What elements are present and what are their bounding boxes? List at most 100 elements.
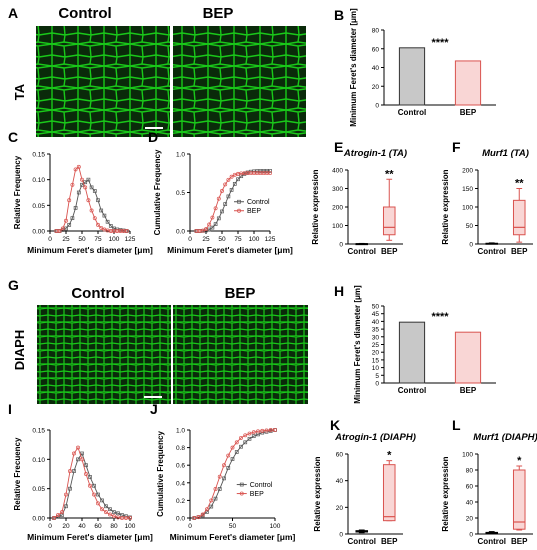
data-point [200,512,205,517]
y-tick-label: 0 [469,532,473,539]
x-tick-label: 25 [202,236,210,243]
data-point [64,218,68,223]
data-point [76,164,81,169]
data-point [223,202,228,206]
y-axis-label: Relative expression [441,169,450,244]
x-tick-label: Control [478,537,506,546]
y-tick-label: 0.8 [176,445,185,452]
y-tick-label: 100 [332,223,343,230]
panel-A: A Control BEP TA [8,5,306,137]
data-point [226,465,231,470]
chart-K: K 0 20 40 60 Relative expression Atrogin-1 (DI… [313,417,416,546]
column-header-bep: BEP [225,285,256,302]
y-tick-label: 50 [466,223,474,230]
y-tick-label: 35 [372,327,380,334]
data-point [192,516,197,520]
data-point [86,177,91,182]
y-tick-label: 0.4 [176,480,185,487]
data-point [232,182,237,186]
y-tick-label: 80 [466,468,474,475]
x-axis-label: Minimum Feret's diameter [μm] [167,245,293,255]
y-tick-label: 40 [336,478,344,485]
y-tick-label: 20 [336,505,344,512]
data-point [226,194,231,199]
data-point [260,428,265,433]
data-point [52,516,56,520]
data-point [196,515,201,520]
x-tick-label: 100 [249,236,260,243]
data-point [229,188,234,192]
data-point [120,516,124,520]
chart-F: F 0 50 100 150 200 Relative expression Murf1 (T… [441,139,533,256]
box-bep [512,199,526,236]
data-point [247,436,252,441]
data-point [67,198,72,203]
column-header-control: Control [58,5,111,22]
data-point [116,511,120,516]
micrograph-control [36,26,170,137]
y-tick-label: 20 [372,84,380,91]
y-tick-label: 200 [462,168,473,175]
y-tick-label: 0.05 [32,203,45,210]
data-point [112,510,116,514]
data-point [89,185,94,190]
y-tick-label: 300 [332,186,343,193]
x-tick-label: 0 [48,236,52,243]
y-tick-label: 0.10 [32,177,45,184]
chart-title: Atrogin-1 (TA) [343,148,407,159]
chart-C: C 0.00 0.05 0.10 0.15 Relative Frequency 0 25 50… [8,129,153,255]
significance-mark: **** [431,37,449,49]
data-point [73,167,78,172]
y-tick-label: 200 [332,205,343,212]
x-tick-label: 20 [62,523,70,530]
data-point [70,182,75,187]
data-point [236,177,240,182]
data-point [213,487,218,491]
y-tick-label: 0.00 [32,229,45,236]
y-tick-label: 5 [375,373,379,380]
data-point [116,515,120,520]
data-point [80,457,84,462]
y-tick-label: 80 [372,28,380,35]
y-tick-label: 60 [372,46,380,53]
data-point [84,463,88,468]
y-tick-label: 0 [375,103,379,110]
x-tick-label: 0 [188,236,192,243]
data-point [243,440,248,445]
data-point [83,185,88,190]
x-tick-label: 75 [94,236,102,243]
y-tick-label: 15 [372,357,380,364]
y-tick-label: 45 [372,311,380,318]
data-point [92,492,96,497]
data-point [213,496,218,501]
data-point [76,190,81,195]
data-point [96,198,100,203]
chart-B: B 0 20 40 60 80 Minimum Feret's diameter [μm] C… [334,7,496,127]
chart-title: Murf1 (DIAPH) [473,432,537,443]
data-point [268,428,273,432]
legend-marker [239,491,244,496]
y-tick-label: 20 [372,350,380,357]
data-point [68,469,72,474]
y-axis-label: Minimum Feret's diameter [μm] [349,8,358,127]
x-tick-label: 40 [78,523,86,530]
data-point [213,222,218,226]
data-point [222,476,226,481]
x-axis-label: Minimum Feret's diameter [μm] [170,532,296,542]
data-point [80,182,84,187]
series-line [194,429,276,519]
data-point [108,512,112,517]
legend-marker [237,208,241,213]
micrograph-bep [173,305,308,404]
y-axis-label: Minimum Feret's diameter [μm] [353,285,362,404]
data-point [88,483,92,488]
y-tick-label: 60 [466,484,474,491]
data-point [210,225,215,230]
data-point [268,169,272,173]
data-point [99,225,104,230]
chart-D: D 0.0 0.5 1.0 Cumulative Frequency 0 25 50 75 100… [148,129,293,255]
x-tick-label: BEP [460,108,477,117]
x-tick-label: 50 [218,236,226,243]
panel-letter: L [452,417,461,433]
y-axis-label: Relative expression [313,456,322,531]
